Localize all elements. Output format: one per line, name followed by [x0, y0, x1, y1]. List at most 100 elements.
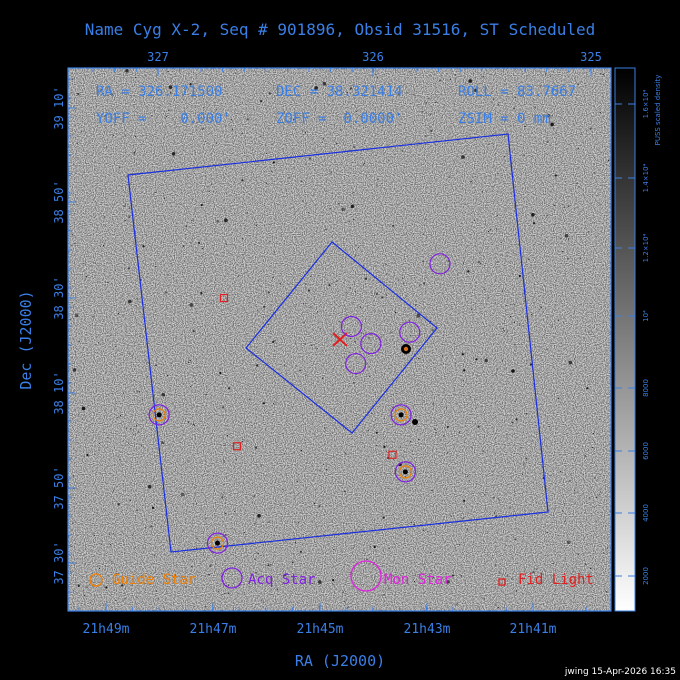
background-star [388, 159, 390, 161]
background-star [431, 329, 434, 332]
background-star [313, 502, 315, 505]
background-star [338, 412, 340, 414]
background-star [385, 294, 387, 296]
background-star [602, 73, 604, 76]
background-star [144, 527, 146, 529]
background-star [474, 88, 478, 93]
background-star [269, 330, 272, 332]
background-star [490, 92, 492, 94]
background-star [346, 91, 348, 93]
background-star [193, 486, 195, 488]
background-star [260, 464, 262, 467]
background-star [111, 561, 113, 563]
background-star [322, 377, 324, 379]
background-star [253, 495, 255, 497]
background-star [589, 127, 592, 130]
background-star [446, 580, 451, 584]
background-star [355, 110, 357, 113]
background-star [346, 607, 349, 609]
background-star [477, 260, 480, 263]
background-star [329, 208, 331, 210]
background-star [235, 459, 237, 461]
background-star [494, 373, 497, 375]
background-star [514, 96, 516, 98]
colorbar-tick-label: 8000 [642, 379, 650, 397]
background-star [540, 85, 542, 87]
background-star [155, 191, 157, 193]
background-star [243, 532, 245, 534]
background-star [81, 406, 86, 411]
background-star [280, 226, 282, 228]
background-star [325, 228, 327, 230]
background-star [129, 207, 131, 209]
background-star [171, 152, 176, 156]
y-axis-title: Dec (J2000) [17, 290, 35, 389]
background-star [483, 598, 485, 600]
background-star [257, 514, 261, 518]
background-star [349, 337, 352, 339]
background-star [217, 590, 219, 593]
background-star [413, 524, 415, 526]
background-star [84, 432, 86, 434]
background-star [479, 262, 481, 264]
background-star [124, 203, 126, 205]
background-star [587, 449, 590, 451]
background-star [294, 542, 297, 544]
background-star [83, 595, 85, 597]
background-star [73, 475, 75, 477]
background-star [255, 571, 257, 573]
background-star [488, 143, 490, 145]
star-markers [148, 253, 451, 554]
background-star [475, 176, 477, 178]
background-star [147, 484, 152, 489]
background-star [386, 450, 388, 452]
colorbar-tick-label: 4000 [642, 504, 650, 522]
background-star [392, 406, 394, 408]
background-star [299, 369, 301, 371]
background-star [332, 579, 335, 582]
background-star [263, 305, 266, 308]
background-star [83, 262, 85, 265]
background-star [254, 523, 256, 525]
background-star [367, 430, 369, 432]
background-star [215, 142, 217, 145]
background-star [546, 215, 548, 217]
background-star [269, 241, 271, 243]
background-star [78, 340, 80, 342]
background-star [107, 437, 109, 439]
background-star [141, 398, 143, 400]
background-star [488, 231, 490, 233]
background-star [200, 292, 203, 295]
bright-star [412, 419, 418, 425]
background-star [429, 126, 431, 128]
background-star [199, 366, 201, 369]
background-star [228, 584, 230, 586]
background-star [343, 490, 345, 492]
background-star [423, 529, 425, 532]
background-star [428, 98, 430, 100]
background-star [98, 442, 101, 444]
background-star [402, 277, 404, 279]
background-star [566, 540, 571, 544]
background-star [302, 200, 304, 202]
background-star [353, 382, 355, 384]
background-star [388, 83, 390, 85]
background-star [121, 584, 124, 587]
background-star [484, 494, 486, 496]
background-star [268, 92, 271, 95]
background-star [224, 444, 226, 446]
legend-guide-label: Guide Star [112, 572, 196, 588]
background-star [283, 453, 285, 455]
background-star [114, 269, 116, 271]
background-star [360, 529, 362, 531]
acq-star-marker [340, 315, 362, 338]
background-star [163, 443, 165, 445]
background-star [81, 131, 83, 133]
background-star [567, 238, 570, 240]
guide-star-marker [210, 536, 225, 550]
background-star [422, 564, 424, 566]
background-star [357, 246, 359, 248]
background-star [152, 506, 155, 509]
background-star [598, 202, 600, 204]
background-star [550, 122, 554, 127]
